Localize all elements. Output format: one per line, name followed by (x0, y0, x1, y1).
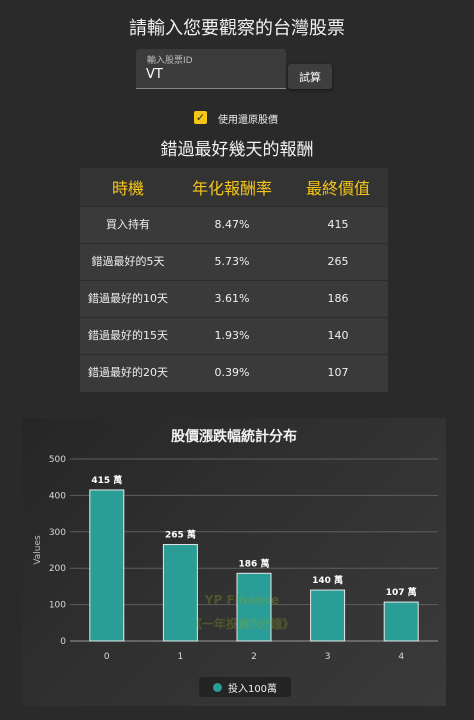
cell-final-value: 186 (327, 292, 349, 305)
table-row: 買入持有 8.47% 415 (80, 206, 388, 243)
legend-swatch (212, 682, 222, 692)
x-tick-label: 2 (251, 652, 257, 662)
table-row: 錯過最好的10天 3.61% 186 (80, 280, 388, 317)
y-tick-label: 0 (60, 637, 66, 647)
stock-id-label: 輸入股票ID (147, 56, 193, 66)
legend-label: 投入100萬 (227, 683, 278, 695)
stock-id-field[interactable]: 輸入股票ID (136, 49, 286, 89)
results-title: 錯過最好幾天的報酬 (160, 140, 314, 160)
cell-final-value: 415 (327, 218, 349, 231)
cell-timing: 買入持有 (106, 218, 150, 231)
header-annual-return: 年化報酬率 (191, 179, 272, 198)
bar (236, 572, 272, 642)
y-tick-label: 300 (49, 528, 66, 538)
header-final-value: 最終價值 (305, 179, 370, 198)
cell-annual-return: 8.47% (214, 218, 250, 231)
cell-timing: 錯過最好的10天 (88, 292, 168, 305)
y-tick-label: 200 (49, 564, 66, 574)
results-table: 時機 年化報酬率 最終價值 買入持有 8.47% 415 錯過最好的5天 5.7… (80, 168, 388, 392)
watermark-brand: YP Finance (204, 593, 280, 607)
x-tick-label: 0 (104, 652, 110, 662)
y-tick-label: 100 (49, 601, 66, 611)
cell-final-value: 140 (327, 329, 349, 342)
header-timing: 時機 (111, 179, 144, 198)
cell-annual-return: 0.39% (214, 366, 250, 379)
bar (383, 601, 419, 642)
bar-data-label: 186 萬 (239, 557, 270, 569)
table-row: 錯過最好的15天 1.93% 140 (80, 317, 388, 354)
x-tick-label: 3 (325, 652, 331, 662)
cell-timing: 錯過最好的5天 (91, 255, 165, 268)
adjusted-price-label[interactable]: 使用還原股價 (218, 115, 278, 126)
cell-timing: 錯過最好的15天 (88, 329, 168, 342)
x-tick-label: 4 (398, 652, 404, 662)
calculate-button[interactable]: 試算 (288, 64, 332, 89)
table-row: 錯過最好的20天 0.39% 107 (80, 354, 388, 391)
adjusted-price-checkbox[interactable]: ✓ (194, 111, 207, 124)
bar (310, 589, 346, 642)
chart-legend[interactable]: 投入100萬 (199, 677, 291, 697)
bar-chart: 0 100 200 300 400 500 Values 415 萬 0 265 萬 1 186 萬 2… (33, 455, 438, 662)
bar-data-label: 140 萬 (312, 574, 343, 586)
chart-title: 股價漲跌幅統計分布 (171, 429, 297, 445)
bar-data-label: 265 萬 (165, 529, 196, 541)
chart-panel: 股價漲跌幅統計分布 0 100 200 300 400 500 Values 415 萬 0 26… (22, 418, 446, 706)
table-header: 時機 年化報酬率 最終價值 (80, 168, 388, 206)
y-axis-label: Values (33, 535, 43, 565)
y-tick-label: 500 (49, 455, 66, 465)
stock-id-input[interactable] (146, 67, 276, 82)
watermark-slogan: 《一年投資5分鐘》 (189, 617, 295, 631)
cell-final-value: 265 (327, 255, 349, 268)
cell-annual-return: 5.73% (214, 255, 250, 268)
bar (162, 544, 198, 642)
page-title: 請輸入您要觀察的台灣股票 (129, 18, 345, 39)
y-tick-label: 400 (49, 491, 66, 501)
table-row: 錯過最好的5天 5.73% 265 (80, 243, 388, 280)
cell-final-value: 107 (327, 366, 349, 379)
bar-data-label: 415 萬 (91, 474, 122, 486)
x-tick-label: 1 (178, 652, 184, 662)
cell-annual-return: 1.93% (214, 329, 250, 342)
bar-data-label: 107 萬 (386, 586, 417, 598)
cell-annual-return: 3.61% (214, 292, 250, 305)
bar (89, 489, 125, 642)
cell-timing: 錯過最好的20天 (88, 366, 168, 379)
